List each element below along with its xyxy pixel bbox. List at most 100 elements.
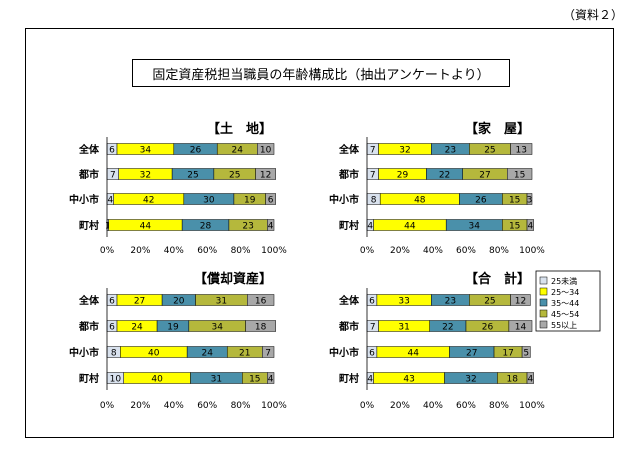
- data-label: 34: [140, 146, 152, 156]
- category-label: 全体: [78, 143, 100, 156]
- data-label: 7: [370, 323, 376, 333]
- data-label: 32: [465, 375, 476, 385]
- category-label: 全体: [338, 143, 360, 156]
- category-label: 都市: [78, 168, 99, 181]
- data-label: 6: [369, 297, 375, 307]
- data-label: 18: [506, 375, 518, 385]
- legend-swatch: [539, 298, 548, 307]
- bar-segment: [267, 372, 275, 384]
- data-label: 22: [442, 323, 453, 333]
- data-label: 43: [403, 375, 414, 385]
- bar-segment: [507, 168, 533, 180]
- data-label: 31: [398, 323, 409, 333]
- data-label: 10: [260, 146, 272, 156]
- data-label: 16: [255, 297, 267, 307]
- bar-segment: [526, 193, 533, 205]
- legend-label: 35～44: [551, 299, 579, 308]
- data-label: 8: [371, 196, 377, 206]
- x-tick-label: 20%: [390, 246, 410, 256]
- bar-segment: [267, 219, 275, 231]
- data-label: 22: [439, 171, 450, 181]
- x-tick-label: 20%: [390, 401, 410, 411]
- data-label: 23: [445, 146, 456, 156]
- data-label: 26: [190, 146, 202, 156]
- data-label: 5: [523, 349, 529, 359]
- category-label: 全体: [338, 294, 360, 307]
- legend-swatch: [539, 320, 548, 329]
- data-label: 28: [200, 222, 212, 232]
- data-label: 18: [255, 323, 267, 333]
- data-label: 26: [482, 323, 494, 333]
- data-label: 4: [268, 375, 274, 385]
- data-label: 40: [151, 375, 163, 385]
- data-label: 12: [260, 171, 271, 181]
- bar-segment: [521, 346, 531, 358]
- bar-segment: [265, 193, 276, 205]
- data-label: 25: [229, 171, 240, 181]
- data-label: 12: [515, 297, 526, 307]
- data-label: 4: [367, 222, 373, 232]
- data-label: 7: [370, 171, 376, 181]
- data-label: 23: [242, 222, 253, 232]
- x-tick-label: 0%: [100, 246, 115, 256]
- data-label: 24: [131, 323, 143, 333]
- data-label: 29: [397, 171, 409, 181]
- x-tick-label: 40%: [423, 246, 443, 256]
- category-label: 中小市: [69, 346, 99, 359]
- category-label: 都市: [78, 320, 99, 333]
- x-tick-label: 80%: [231, 246, 251, 256]
- data-label: 13: [516, 146, 527, 156]
- x-tick-label: 60%: [197, 246, 217, 256]
- data-label: 48: [414, 196, 426, 206]
- data-label: 34: [211, 323, 223, 333]
- data-label: 17: [502, 349, 513, 359]
- data-label: 32: [140, 171, 151, 181]
- data-label: 31: [216, 297, 227, 307]
- chart-title: 【土 地】: [207, 121, 272, 137]
- x-tick-label: 100%: [519, 401, 545, 411]
- category-label: 都市: [338, 320, 359, 333]
- data-label: 4: [107, 196, 113, 206]
- x-tick-label: 20%: [130, 246, 150, 256]
- legend-swatch: [539, 276, 548, 285]
- legend-swatch: [539, 309, 548, 318]
- x-tick-label: 100%: [261, 401, 287, 411]
- data-label: 25: [484, 146, 495, 156]
- x-tick-label: 0%: [100, 401, 115, 411]
- category-label: 町村: [79, 219, 99, 232]
- legend-label: 25未満: [551, 276, 577, 286]
- data-label: 6: [109, 323, 115, 333]
- data-label: 14: [515, 323, 527, 333]
- x-tick-label: 80%: [489, 401, 509, 411]
- data-label: 1: [105, 222, 111, 232]
- data-label: 31: [211, 375, 222, 385]
- data-label: 15: [514, 171, 525, 181]
- bar-segment: [255, 168, 276, 180]
- legend-label: 45～54: [551, 310, 579, 319]
- legend-label: 25～34: [551, 288, 579, 297]
- x-tick-label: 60%: [456, 401, 476, 411]
- bar-segment: [262, 346, 275, 358]
- data-label: 25: [484, 297, 495, 307]
- data-label: 32: [399, 146, 410, 156]
- data-label: 42: [143, 196, 154, 206]
- data-label: 44: [407, 349, 419, 359]
- data-label: 6: [369, 349, 375, 359]
- data-label: 26: [475, 196, 487, 206]
- x-tick-label: 80%: [231, 401, 251, 411]
- data-label: 23: [445, 297, 456, 307]
- data-label: 15: [509, 196, 520, 206]
- data-label: 44: [140, 222, 152, 232]
- category-label: 中小市: [329, 193, 359, 206]
- data-label: 30: [203, 196, 215, 206]
- data-label: 20: [173, 297, 185, 307]
- data-label: 4: [527, 222, 533, 232]
- data-label: 6: [109, 146, 115, 156]
- x-tick-label: 100%: [519, 246, 545, 256]
- x-tick-label: 100%: [261, 246, 287, 256]
- data-label: 21: [239, 349, 250, 359]
- data-label: 19: [244, 196, 256, 206]
- legend-swatch: [539, 287, 548, 296]
- bar-segment: [508, 320, 533, 332]
